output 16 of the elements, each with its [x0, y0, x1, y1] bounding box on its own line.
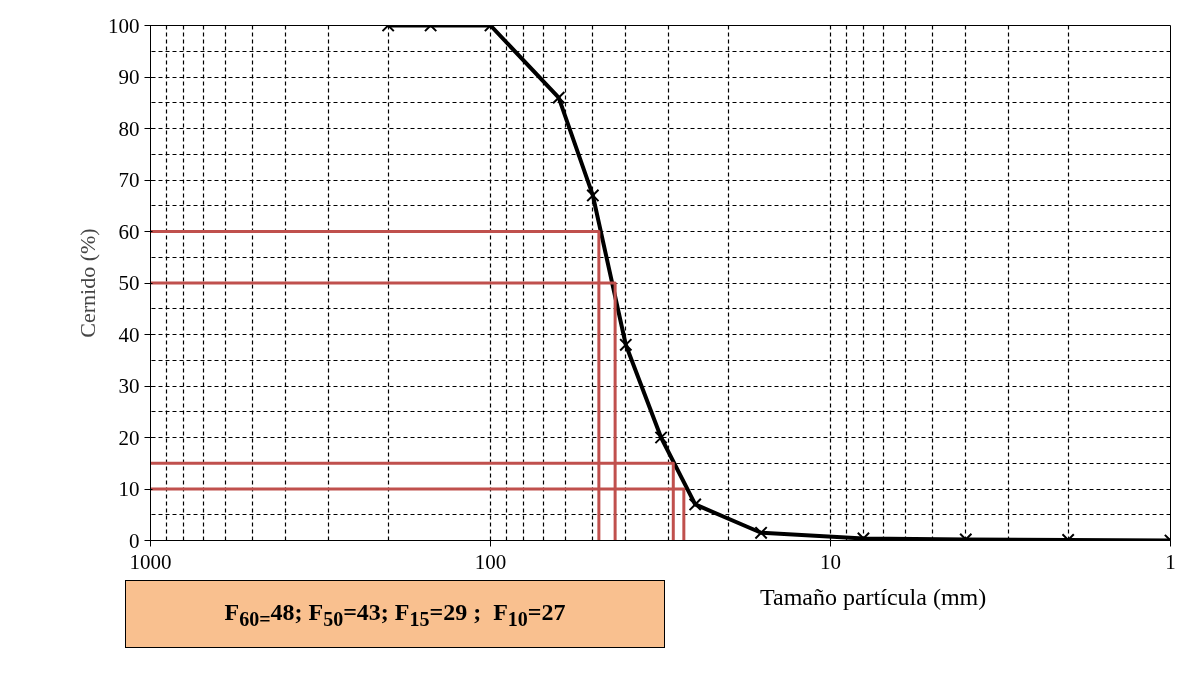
y-tick-label: 90: [118, 65, 140, 89]
y-tick-label: 20: [118, 425, 140, 450]
y-tick-label: 80: [118, 116, 140, 141]
y-tick-label: 100: [108, 13, 140, 38]
y-axis-title: Cernido (%): [75, 228, 100, 338]
text: F$_{60=}$48; F$_{50}$=43; F$_{15}$=29 ; F$_{10}$=27: [224, 599, 566, 630]
x-tick-label: 10: [820, 549, 841, 574]
y-tick-label: 50: [118, 271, 140, 295]
x-tick-label: 100: [474, 549, 507, 574]
y-tick-label: 30: [118, 374, 140, 398]
y-tick-label: 70: [118, 168, 140, 192]
y-tick-label: 40: [118, 322, 140, 347]
x-tick-label: 1: [1165, 549, 1176, 574]
y-tick-label: 60: [118, 219, 140, 244]
y-tick-label: 10: [118, 477, 140, 501]
x-axis-title: Tamaño partícula (mm): [760, 583, 987, 612]
